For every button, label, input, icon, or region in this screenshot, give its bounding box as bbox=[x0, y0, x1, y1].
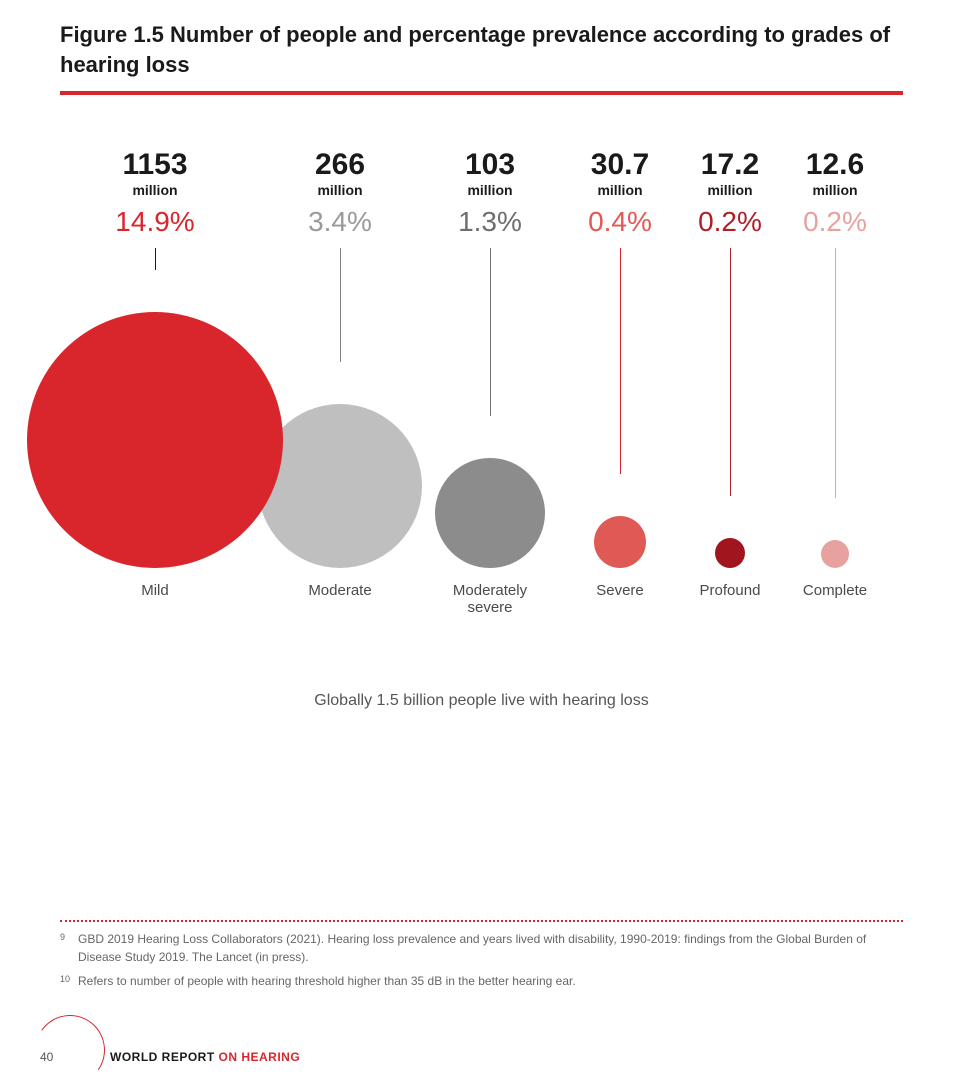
value-unit: million bbox=[430, 182, 550, 198]
value-percent: 14.9% bbox=[95, 206, 215, 238]
footnote-text: GBD 2019 Hearing Loss Collaborators (202… bbox=[78, 930, 903, 966]
bubble bbox=[821, 540, 849, 568]
bubble-header: 17.2 million 0.2% bbox=[670, 150, 790, 496]
footnotes: 9GBD 2019 Hearing Loss Collaborators (20… bbox=[60, 920, 903, 990]
connector-line bbox=[340, 248, 341, 362]
page-number: 40 bbox=[40, 1050, 53, 1064]
connector-line bbox=[835, 248, 836, 498]
category-label: Severe bbox=[560, 582, 680, 599]
footnote-number: 10 bbox=[60, 972, 78, 990]
footer-title-accent: ON HEARING bbox=[219, 1050, 301, 1064]
bubble bbox=[594, 516, 646, 568]
bubble-header: 12.6 million 0.2% bbox=[775, 150, 895, 498]
bubble bbox=[435, 458, 545, 568]
connector-line bbox=[155, 248, 156, 270]
bubble-header: 1153 million 14.9% bbox=[95, 150, 215, 270]
connector-line bbox=[730, 248, 731, 496]
value-number: 30.7 bbox=[560, 150, 680, 180]
bubble-header: 103 million 1.3% bbox=[430, 150, 550, 416]
value-number: 266 bbox=[280, 150, 400, 180]
value-percent: 0.4% bbox=[560, 206, 680, 238]
title-rule bbox=[60, 91, 903, 95]
footnote-row: 10Refers to number of people with hearin… bbox=[60, 972, 903, 990]
chart-caption: Globally 1.5 billion people live with he… bbox=[60, 692, 903, 710]
value-number: 1153 bbox=[95, 150, 215, 180]
figure-title: Figure 1.5 Number of people and percenta… bbox=[60, 20, 903, 79]
value-percent: 0.2% bbox=[670, 206, 790, 238]
value-percent: 0.2% bbox=[775, 206, 895, 238]
page-footer: 40 WORLD REPORT ON HEARING bbox=[60, 1020, 903, 1070]
value-unit: million bbox=[560, 182, 680, 198]
value-percent: 1.3% bbox=[430, 206, 550, 238]
category-label: Moderate bbox=[280, 582, 400, 599]
value-percent: 3.4% bbox=[280, 206, 400, 238]
bubble-header: 30.7 million 0.4% bbox=[560, 150, 680, 474]
value-number: 12.6 bbox=[775, 150, 895, 180]
value-number: 103 bbox=[430, 150, 550, 180]
value-unit: million bbox=[670, 182, 790, 198]
connector-line bbox=[620, 248, 621, 474]
value-unit: million bbox=[95, 182, 215, 198]
bubble bbox=[715, 538, 745, 568]
category-label: Complete bbox=[775, 582, 895, 599]
footnote-text: Refers to number of people with hearing … bbox=[78, 972, 903, 990]
category-label: Moderately severe bbox=[430, 582, 550, 616]
value-unit: million bbox=[775, 182, 895, 198]
value-unit: million bbox=[280, 182, 400, 198]
connector-line bbox=[490, 248, 491, 416]
footer-title-a: WORLD REPORT bbox=[110, 1050, 219, 1064]
footnote-row: 9GBD 2019 Hearing Loss Collaborators (20… bbox=[60, 930, 903, 966]
footer-title: WORLD REPORT ON HEARING bbox=[110, 1050, 300, 1064]
bubble-chart: 1153 million 14.9% Mild 266 million 3.4% Modera… bbox=[60, 150, 903, 670]
bubble-header: 266 million 3.4% bbox=[280, 150, 400, 362]
category-label: Profound bbox=[670, 582, 790, 599]
value-number: 17.2 bbox=[670, 150, 790, 180]
category-label: Mild bbox=[95, 582, 215, 599]
footnote-number: 9 bbox=[60, 930, 78, 966]
bubble bbox=[27, 312, 283, 568]
